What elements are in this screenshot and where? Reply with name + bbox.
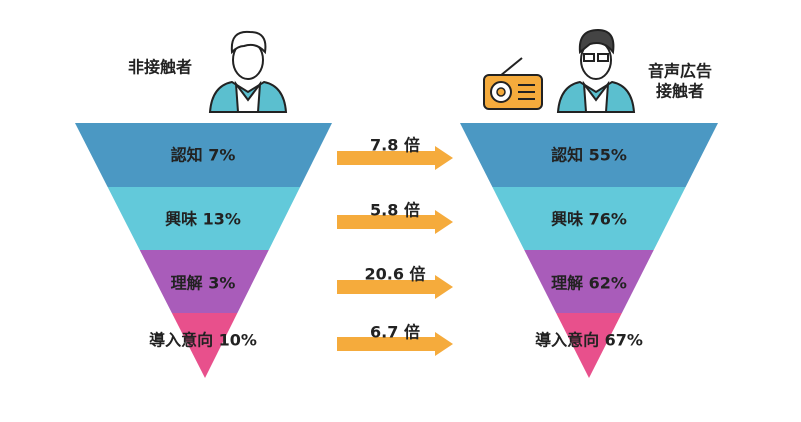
arrow — [337, 210, 453, 234]
ratio-label: 20.6 倍 — [364, 265, 425, 284]
stage-label: 理解 62% — [551, 274, 627, 293]
stage-label: 興味 76% — [551, 210, 627, 229]
stage-label: 認知 55% — [551, 146, 627, 165]
radio-icon — [483, 57, 543, 110]
stage-label: 導入意向 67% — [535, 331, 643, 350]
arrow — [337, 332, 453, 356]
ratio-label: 6.7 倍 — [370, 323, 420, 342]
ratio-label: 5.8 倍 — [370, 201, 420, 220]
arrows — [337, 146, 453, 356]
arrow — [337, 275, 453, 299]
funnel-band — [460, 123, 718, 187]
stage-label: 導入意向 10% — [149, 331, 257, 350]
group-title: 音声広告 — [648, 62, 712, 81]
person-icon — [556, 28, 636, 113]
funnel-band — [75, 123, 332, 187]
stage-label: 理解 3% — [171, 274, 236, 293]
stage-label: 認知 7% — [171, 146, 236, 165]
group-title: 接触者 — [656, 82, 704, 101]
person-icon — [208, 30, 288, 113]
ratio-label: 7.8 倍 — [370, 136, 420, 155]
arrow — [337, 146, 453, 170]
group-title: 非接触者 — [128, 58, 192, 77]
stage-label: 興味 13% — [165, 210, 241, 229]
